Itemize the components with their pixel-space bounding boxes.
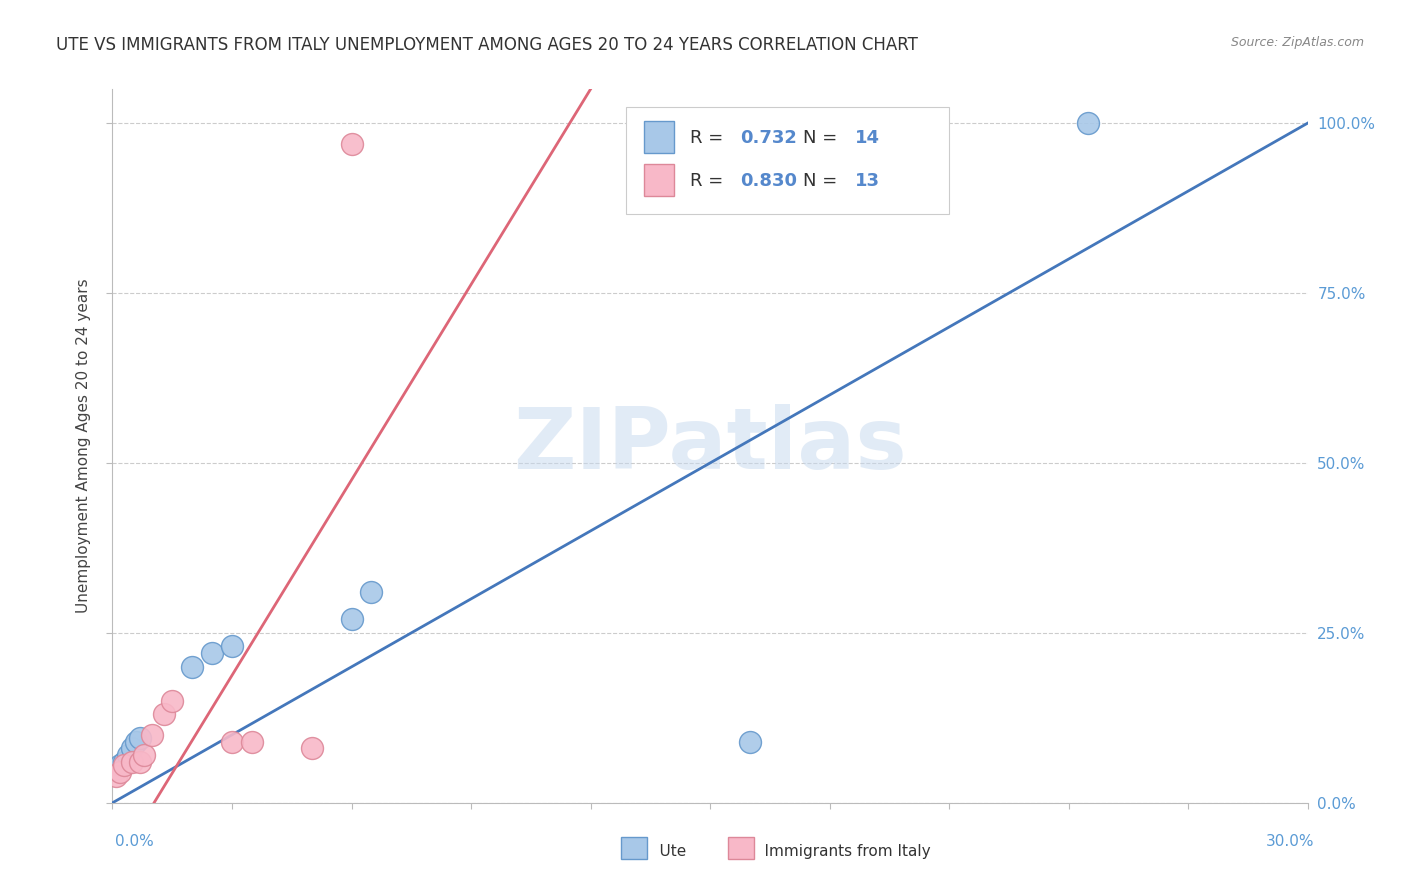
Bar bbox=[621, 837, 647, 859]
Point bbox=[117, 748, 139, 763]
Point bbox=[134, 748, 156, 763]
Point bbox=[301, 741, 323, 756]
Point bbox=[360, 585, 382, 599]
Bar bbox=[644, 164, 675, 196]
Bar bbox=[728, 837, 754, 859]
Point bbox=[221, 640, 243, 654]
Text: 0.732: 0.732 bbox=[740, 128, 797, 146]
Text: UTE VS IMMIGRANTS FROM ITALY UNEMPLOYMENT AMONG AGES 20 TO 24 YEARS CORRELATION : UTE VS IMMIGRANTS FROM ITALY UNEMPLOYMEN… bbox=[56, 36, 918, 54]
Point bbox=[114, 758, 135, 772]
Text: N =: N = bbox=[803, 128, 844, 146]
Point bbox=[121, 755, 143, 769]
Point bbox=[181, 660, 204, 674]
Point bbox=[129, 755, 152, 769]
Point bbox=[105, 769, 128, 783]
Text: Immigrants from Italy: Immigrants from Italy bbox=[745, 845, 931, 859]
Text: R =: R = bbox=[690, 128, 728, 146]
Point bbox=[129, 731, 152, 746]
FancyBboxPatch shape bbox=[626, 107, 949, 214]
Text: 13: 13 bbox=[855, 171, 880, 189]
Text: Source: ZipAtlas.com: Source: ZipAtlas.com bbox=[1230, 36, 1364, 49]
Point bbox=[141, 728, 163, 742]
Text: ZIPatlas: ZIPatlas bbox=[513, 404, 907, 488]
Point bbox=[221, 734, 243, 748]
Point bbox=[153, 707, 176, 722]
Text: 30.0%: 30.0% bbox=[1267, 834, 1315, 849]
Text: R =: R = bbox=[690, 171, 728, 189]
Point bbox=[121, 741, 143, 756]
Point bbox=[201, 646, 224, 660]
Text: 0.830: 0.830 bbox=[740, 171, 797, 189]
Point bbox=[125, 734, 148, 748]
Point bbox=[114, 755, 135, 769]
Text: 0.0%: 0.0% bbox=[115, 834, 155, 849]
Text: 14: 14 bbox=[855, 128, 880, 146]
Point bbox=[110, 758, 132, 772]
Point bbox=[1077, 116, 1099, 130]
Point bbox=[340, 136, 363, 151]
Point bbox=[340, 612, 363, 626]
Bar bbox=[644, 121, 675, 153]
Y-axis label: Unemployment Among Ages 20 to 24 years: Unemployment Among Ages 20 to 24 years bbox=[76, 278, 91, 614]
Point bbox=[240, 734, 263, 748]
Point bbox=[738, 734, 761, 748]
Point bbox=[162, 694, 183, 708]
Point bbox=[105, 762, 128, 776]
Text: Ute: Ute bbox=[640, 845, 686, 859]
Point bbox=[110, 765, 132, 780]
Text: N =: N = bbox=[803, 171, 844, 189]
